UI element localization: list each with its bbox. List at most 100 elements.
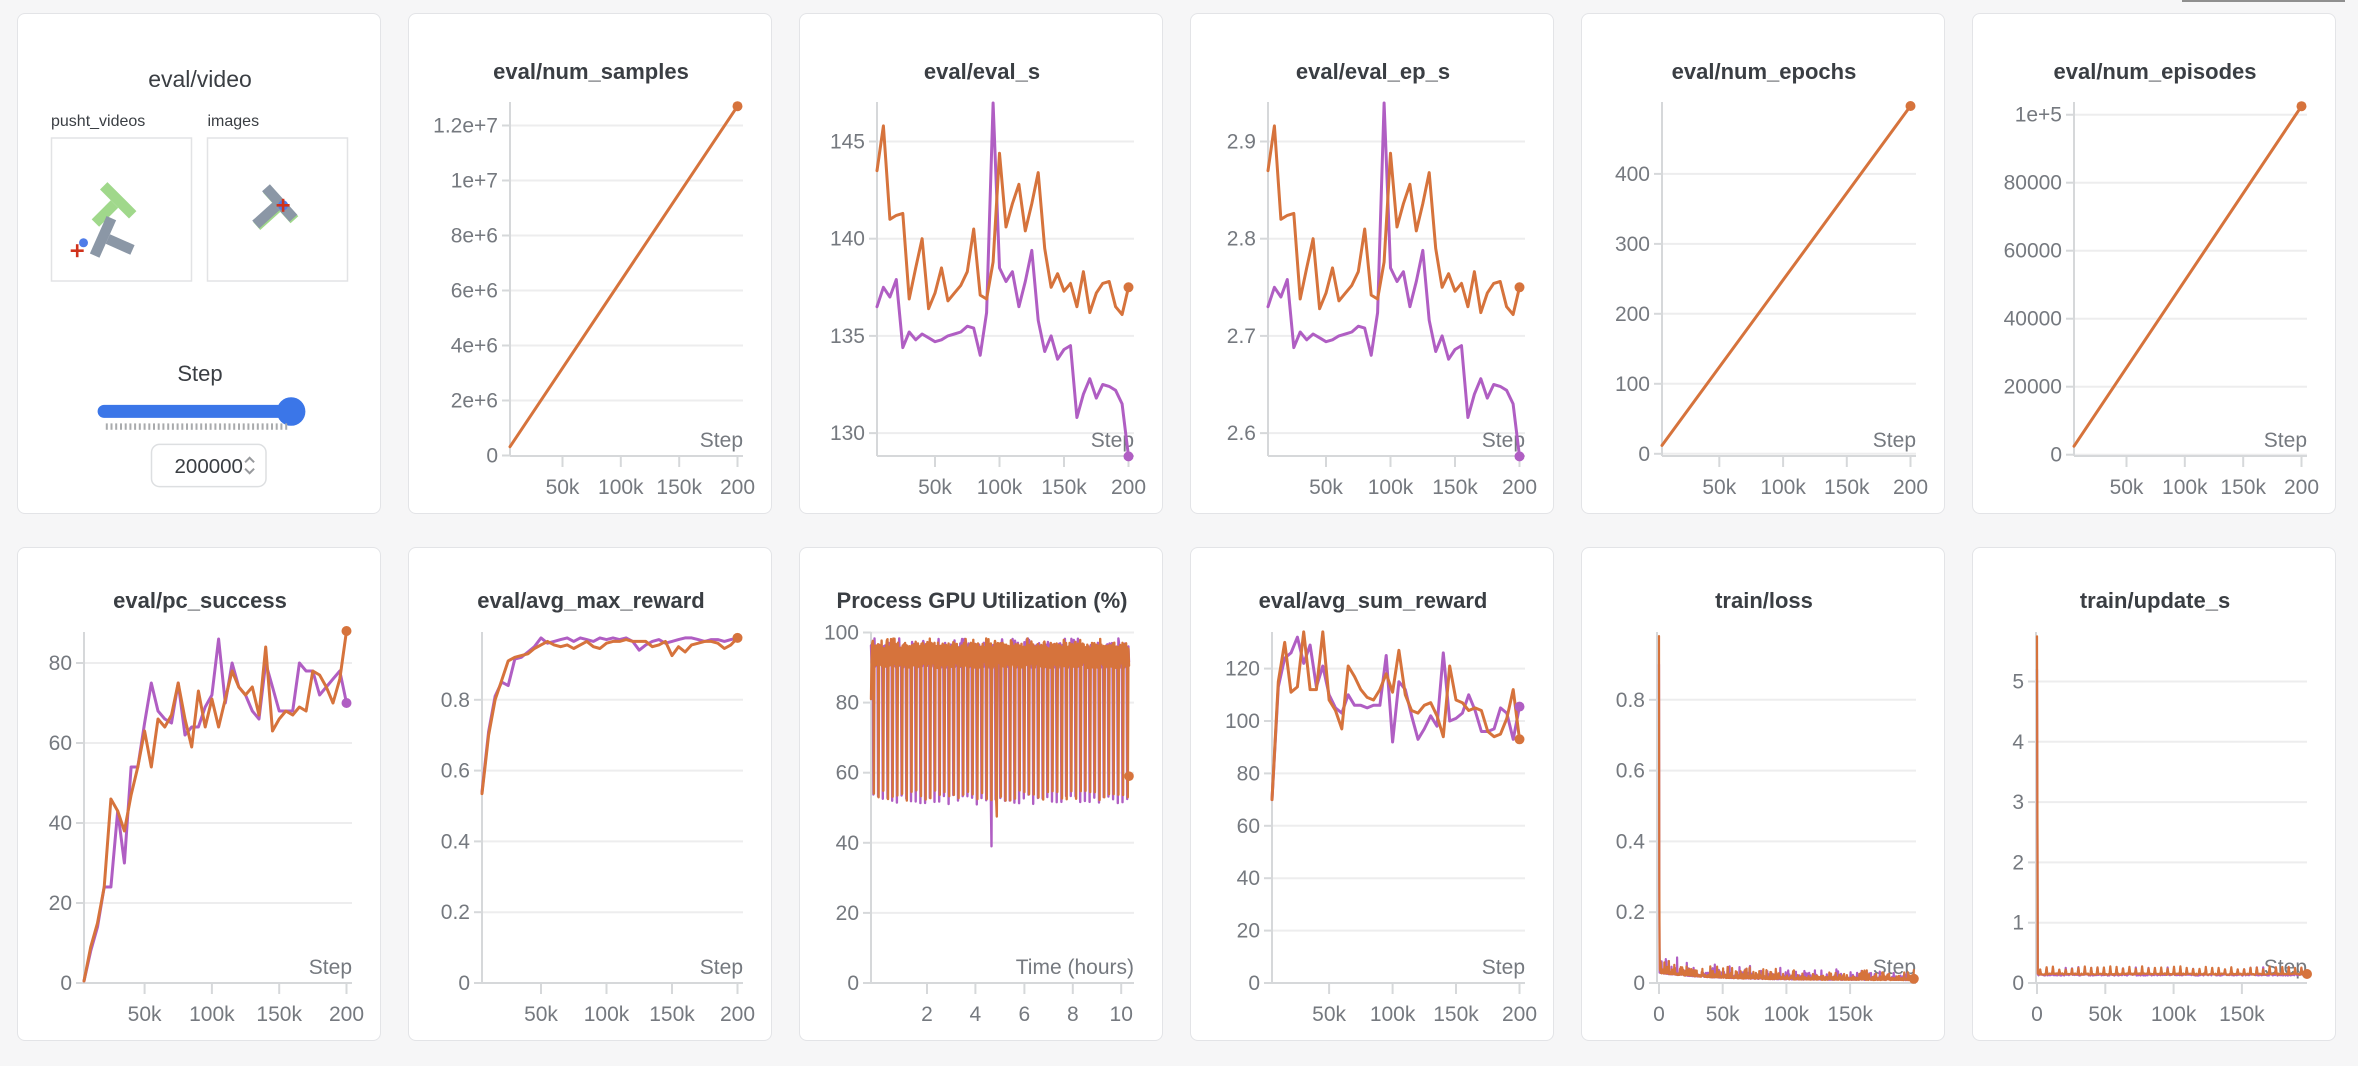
svg-text:50k: 50k — [918, 476, 952, 499]
svg-text:3: 3 — [2012, 791, 2024, 814]
svg-text:60: 60 — [836, 762, 859, 785]
svg-text:200: 200 — [2284, 476, 2319, 499]
svg-text:100k: 100k — [598, 476, 644, 499]
svg-text:4e+6: 4e+6 — [451, 335, 498, 358]
svg-text:0: 0 — [1638, 443, 1650, 466]
svg-text:2e+6: 2e+6 — [451, 390, 498, 413]
svg-text:eval/avg_max_reward: eval/avg_max_reward — [477, 588, 705, 613]
svg-text:0: 0 — [847, 972, 859, 995]
svg-text:130: 130 — [830, 422, 865, 445]
svg-text:0: 0 — [2050, 444, 2062, 467]
svg-text:150k: 150k — [649, 1003, 695, 1026]
svg-text:200: 200 — [329, 1003, 364, 1026]
svg-text:150k: 150k — [1433, 1003, 1479, 1026]
svg-text:0.6: 0.6 — [441, 760, 470, 783]
svg-text:40: 40 — [49, 812, 72, 835]
svg-text:200: 200 — [1502, 1003, 1537, 1026]
svg-text:200: 200 — [720, 476, 755, 499]
svg-text:Step: Step — [1482, 956, 1525, 979]
svg-text:Step: Step — [1482, 429, 1525, 452]
svg-text:150k: 150k — [1827, 1003, 1873, 1026]
svg-text:1e+5: 1e+5 — [2015, 104, 2062, 127]
svg-text:150k: 150k — [1824, 476, 1870, 499]
svg-text:100k: 100k — [1760, 476, 1806, 499]
svg-text:6e+6: 6e+6 — [451, 280, 498, 303]
svg-text:0: 0 — [458, 972, 470, 995]
svg-text:Step: Step — [1873, 429, 1916, 452]
svg-text:80: 80 — [1237, 762, 1260, 785]
svg-text:train/update_s: train/update_s — [2080, 588, 2230, 613]
svg-text:150k: 150k — [656, 476, 702, 499]
svg-text:100k: 100k — [189, 1003, 235, 1026]
svg-text:0.4: 0.4 — [441, 830, 471, 853]
svg-text:Time (hours): Time (hours) — [1016, 956, 1134, 979]
svg-text:6: 6 — [1019, 1003, 1031, 1026]
svg-text:0: 0 — [1248, 972, 1260, 995]
svg-text:120: 120 — [1225, 658, 1260, 681]
svg-text:40: 40 — [1237, 867, 1260, 890]
svg-text:150k: 150k — [2219, 1003, 2265, 1026]
svg-text:Step: Step — [1091, 429, 1134, 452]
svg-text:135: 135 — [830, 325, 865, 348]
svg-text:50k: 50k — [1312, 1003, 1346, 1026]
svg-text:eval/avg_sum_reward: eval/avg_sum_reward — [1259, 588, 1488, 613]
svg-text:150k: 150k — [256, 1003, 302, 1026]
svg-text:10: 10 — [1110, 1003, 1133, 1026]
svg-text:0: 0 — [2012, 972, 2024, 995]
svg-text:100k: 100k — [1368, 476, 1414, 499]
svg-text:50k: 50k — [524, 1003, 558, 1026]
svg-text:2: 2 — [921, 1003, 933, 1026]
svg-text:Step: Step — [700, 956, 743, 979]
svg-text:images: images — [208, 113, 260, 130]
svg-text:eval/eval_s: eval/eval_s — [924, 59, 1040, 84]
svg-text:1e+7: 1e+7 — [451, 170, 498, 193]
svg-text:60000: 60000 — [2004, 240, 2062, 263]
svg-text:0: 0 — [60, 972, 72, 995]
svg-text:150k: 150k — [2220, 476, 2266, 499]
svg-text:5: 5 — [2012, 671, 2024, 694]
svg-text:20000: 20000 — [2004, 376, 2062, 399]
svg-text:200: 200 — [1893, 476, 1928, 499]
svg-text:4: 4 — [2012, 731, 2024, 754]
svg-text:50k: 50k — [2088, 1003, 2122, 1026]
svg-text:0.8: 0.8 — [1616, 689, 1645, 712]
svg-text:0: 0 — [486, 445, 498, 468]
svg-text:Step: Step — [309, 956, 352, 979]
svg-text:50k: 50k — [546, 476, 580, 499]
svg-text:100k: 100k — [977, 476, 1023, 499]
svg-text:100: 100 — [824, 622, 859, 645]
svg-text:400: 400 — [1615, 163, 1650, 186]
svg-text:100: 100 — [1615, 373, 1650, 396]
svg-text:0.8: 0.8 — [441, 689, 470, 712]
svg-text:8: 8 — [1067, 1003, 1079, 1026]
svg-text:20: 20 — [1237, 920, 1260, 943]
svg-text:100k: 100k — [2151, 1003, 2197, 1026]
svg-text:8e+6: 8e+6 — [451, 225, 498, 248]
svg-text:40: 40 — [836, 832, 859, 855]
svg-text:1.2e+7: 1.2e+7 — [433, 115, 498, 138]
svg-text:0: 0 — [2031, 1003, 2043, 1026]
svg-text:eval/num_samples: eval/num_samples — [493, 59, 689, 84]
svg-text:2.8: 2.8 — [1227, 228, 1256, 251]
svg-text:2.7: 2.7 — [1227, 325, 1256, 348]
svg-text:0.6: 0.6 — [1616, 760, 1645, 783]
svg-text:50k: 50k — [1702, 476, 1736, 499]
svg-text:140: 140 — [830, 228, 865, 251]
svg-text:20: 20 — [49, 892, 72, 915]
svg-text:100k: 100k — [2162, 476, 2208, 499]
svg-text:100k: 100k — [1764, 1003, 1810, 1026]
svg-text:20: 20 — [836, 902, 859, 925]
svg-text:40000: 40000 — [2004, 308, 2062, 331]
svg-text:100: 100 — [1225, 710, 1260, 733]
svg-text:eval/pc_success: eval/pc_success — [113, 588, 287, 613]
svg-text:Step: Step — [2264, 429, 2307, 452]
svg-text:150k: 150k — [1432, 476, 1478, 499]
svg-text:50k: 50k — [1706, 1003, 1740, 1026]
svg-text:2.6: 2.6 — [1227, 422, 1256, 445]
svg-text:50k: 50k — [128, 1003, 162, 1026]
svg-text:80000: 80000 — [2004, 172, 2062, 195]
svg-text:150k: 150k — [1041, 476, 1087, 499]
svg-text:eval/num_epochs: eval/num_epochs — [1672, 59, 1857, 84]
svg-text:Process GPU Utilization (%): Process GPU Utilization (%) — [837, 588, 1128, 613]
svg-text:eval/video: eval/video — [148, 66, 252, 92]
